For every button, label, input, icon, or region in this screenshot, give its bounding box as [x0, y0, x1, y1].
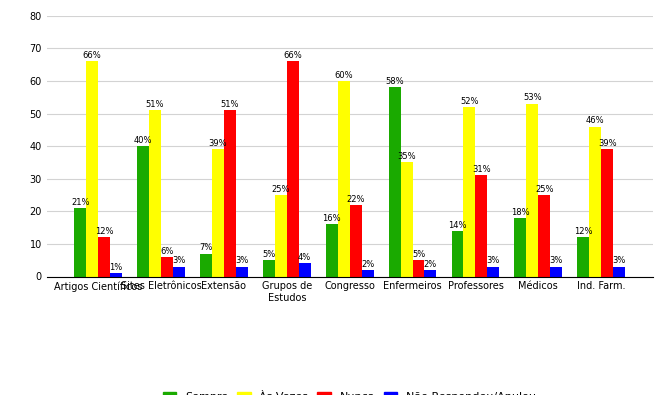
Bar [224, 110, 236, 276]
Bar [550, 267, 562, 276]
Bar [589, 126, 601, 276]
Text: 25%: 25% [272, 185, 290, 194]
Bar [538, 195, 550, 276]
Bar [464, 107, 476, 276]
Text: 22%: 22% [346, 194, 365, 203]
Bar [299, 263, 310, 276]
Text: 21%: 21% [71, 198, 89, 207]
Text: 12%: 12% [574, 227, 593, 236]
Text: 46%: 46% [586, 116, 605, 125]
Bar [275, 195, 287, 276]
Text: 31%: 31% [472, 165, 491, 174]
Text: 18%: 18% [511, 207, 529, 216]
Bar [263, 260, 275, 276]
Bar [400, 162, 412, 276]
Bar [200, 254, 212, 276]
Text: 39%: 39% [208, 139, 227, 148]
Text: 5%: 5% [262, 250, 276, 259]
Bar [526, 104, 538, 276]
Bar [577, 237, 589, 276]
Legend: Sempre, Às Vezes, Nunca, Não Respondeu/Anulou: Sempre, Às Vezes, Nunca, Não Respondeu/A… [163, 391, 536, 395]
Bar [338, 81, 350, 276]
Bar [86, 61, 98, 276]
Text: 2%: 2% [424, 260, 437, 269]
Text: 52%: 52% [460, 97, 479, 106]
Text: 53%: 53% [523, 94, 541, 102]
Bar [74, 208, 86, 276]
Text: 4%: 4% [298, 253, 311, 262]
Text: 35%: 35% [397, 152, 416, 161]
Text: 3%: 3% [549, 256, 563, 265]
Bar [613, 267, 625, 276]
Text: 25%: 25% [535, 185, 553, 194]
Text: 3%: 3% [613, 256, 626, 265]
Text: 16%: 16% [322, 214, 341, 223]
Bar [287, 61, 299, 276]
Text: 12%: 12% [95, 227, 113, 236]
Bar [476, 175, 488, 276]
Text: 66%: 66% [283, 51, 302, 60]
Text: 3%: 3% [235, 256, 248, 265]
Text: 3%: 3% [487, 256, 500, 265]
Text: 40%: 40% [134, 136, 153, 145]
Bar [110, 273, 122, 276]
Text: 39%: 39% [598, 139, 617, 148]
Bar [389, 88, 400, 276]
Text: 5%: 5% [412, 250, 425, 259]
Text: 51%: 51% [220, 100, 239, 109]
Bar [350, 205, 362, 276]
Bar [412, 260, 424, 276]
Bar [424, 270, 436, 276]
Text: 6%: 6% [161, 246, 174, 256]
Bar [326, 224, 338, 276]
Bar [212, 149, 224, 276]
Bar [149, 110, 161, 276]
Bar [236, 267, 248, 276]
Text: 58%: 58% [386, 77, 404, 86]
Text: 7%: 7% [199, 243, 212, 252]
Bar [452, 231, 464, 276]
Bar [173, 267, 185, 276]
Text: 3%: 3% [172, 256, 186, 265]
Text: 14%: 14% [448, 220, 467, 229]
Bar [161, 257, 173, 276]
Bar [137, 146, 149, 276]
Bar [98, 237, 110, 276]
Text: 1%: 1% [109, 263, 123, 272]
Bar [514, 218, 526, 276]
Text: 51%: 51% [146, 100, 165, 109]
Bar [488, 267, 500, 276]
Bar [362, 270, 374, 276]
Text: 2%: 2% [361, 260, 374, 269]
Text: 66%: 66% [83, 51, 101, 60]
Bar [601, 149, 613, 276]
Text: 60%: 60% [334, 71, 353, 80]
